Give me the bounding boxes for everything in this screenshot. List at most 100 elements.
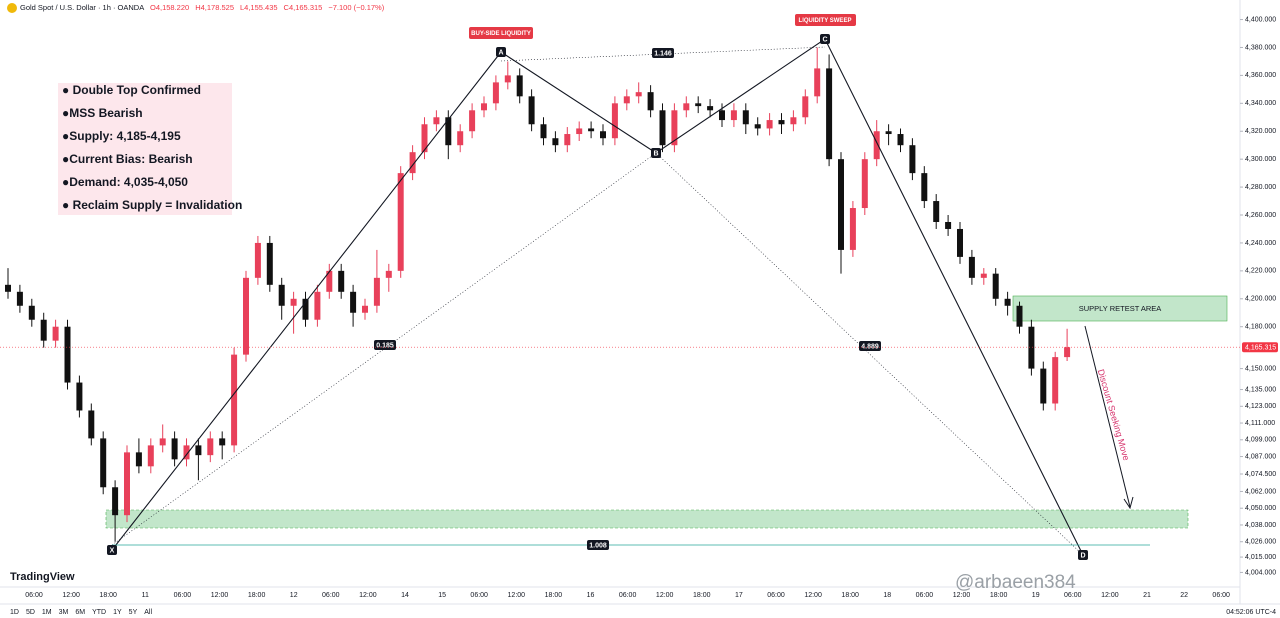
candle-body bbox=[445, 117, 452, 146]
candle-body bbox=[528, 96, 535, 125]
candle-body bbox=[159, 438, 166, 446]
candle-body bbox=[362, 305, 368, 313]
candle-body bbox=[100, 438, 107, 488]
ratio-label: 4.889 bbox=[861, 343, 879, 350]
range-button[interactable]: 6M bbox=[75, 609, 85, 616]
candle-body bbox=[671, 110, 678, 146]
notes-box bbox=[58, 83, 232, 215]
x-tick-label: 18:00 bbox=[99, 592, 117, 599]
tag-label: LIQUIDITY SWEEP bbox=[799, 18, 852, 24]
note-line: ● Double Top Confirmed bbox=[62, 83, 201, 97]
ohlc-value: −7.100 (−0.17%) bbox=[328, 3, 384, 12]
liquidity-tags: BUY-SIDE LIQUIDITY LIQUIDITY SWEEP bbox=[469, 14, 856, 39]
x-tick-label: 06:00 bbox=[767, 592, 785, 599]
candle-body bbox=[516, 75, 523, 97]
x-tick-label: 06:00 bbox=[916, 592, 934, 599]
candle-body bbox=[695, 103, 702, 107]
candle-body bbox=[1040, 368, 1047, 404]
candle-body bbox=[397, 173, 404, 271]
x-tick-label: 12:00 bbox=[804, 592, 822, 599]
candles bbox=[5, 47, 1071, 542]
candle-body bbox=[278, 284, 285, 306]
point-label: A bbox=[498, 49, 503, 56]
candle-body bbox=[195, 445, 202, 456]
point-box bbox=[820, 34, 830, 44]
point-box bbox=[651, 148, 661, 158]
ratio-box bbox=[859, 341, 881, 351]
candle-body bbox=[504, 75, 511, 83]
point-label: B bbox=[653, 150, 658, 157]
range-button[interactable]: All bbox=[144, 609, 152, 616]
ratio-label: 0.185 bbox=[376, 342, 394, 349]
candle-body bbox=[921, 173, 928, 202]
y-tick-label: 4,135.000 bbox=[1245, 386, 1276, 393]
x-tick-label: 12:00 bbox=[211, 592, 229, 599]
x-tick-label: 06:00 bbox=[322, 592, 340, 599]
candle-body bbox=[968, 256, 975, 278]
ratio-labels: 1.146 0.185 4.889 1.008 bbox=[374, 48, 881, 550]
x-tick-label: 06:00 bbox=[174, 592, 192, 599]
candle-body bbox=[88, 410, 95, 439]
y-tick-label: 4,180.000 bbox=[1245, 324, 1276, 331]
point-box bbox=[107, 545, 117, 555]
candle-body bbox=[1052, 357, 1059, 404]
x-tick-label: 12:00 bbox=[953, 592, 971, 599]
x-tick-label: 11 bbox=[142, 592, 149, 599]
candle-body bbox=[1004, 298, 1011, 306]
x-tick-label: 12:00 bbox=[359, 592, 377, 599]
demand-zone bbox=[105, 509, 1189, 529]
candle-body bbox=[373, 277, 380, 306]
candle-body bbox=[945, 221, 952, 229]
candle-body bbox=[730, 110, 737, 121]
candle-body bbox=[588, 128, 595, 132]
x-tick-label: 18 bbox=[883, 592, 891, 599]
candle-body bbox=[933, 201, 940, 222]
x-tick-label: 12 bbox=[290, 592, 298, 599]
x-tick-label: 17 bbox=[735, 592, 743, 599]
candle-body bbox=[766, 120, 773, 129]
candle-body bbox=[683, 103, 690, 111]
x-tick-label: 12:00 bbox=[656, 592, 674, 599]
candle-body bbox=[16, 291, 23, 306]
x-tick-label: 18:00 bbox=[693, 592, 711, 599]
candle-body bbox=[231, 354, 238, 446]
range-button[interactable]: 3M bbox=[59, 609, 69, 616]
candle-body bbox=[338, 270, 345, 292]
candle-body bbox=[492, 82, 499, 104]
candle-body bbox=[243, 277, 249, 355]
pattern-points: X A B C D bbox=[107, 34, 1088, 560]
y-tick-label: 4,074.500 bbox=[1245, 471, 1276, 478]
y-tick-label: 4,004.000 bbox=[1245, 569, 1276, 576]
ratio-label: 1.146 bbox=[654, 50, 672, 57]
arrow-line bbox=[1084, 325, 1131, 508]
range-button[interactable]: 5D bbox=[26, 609, 35, 616]
candle-body bbox=[266, 242, 273, 285]
range-button[interactable]: 1Y bbox=[113, 609, 122, 616]
y-tick-label: 4,320.000 bbox=[1245, 128, 1276, 135]
logo: TradingView bbox=[10, 571, 75, 583]
candle-body bbox=[790, 117, 797, 125]
candle-body bbox=[861, 159, 868, 209]
candle-body bbox=[385, 270, 392, 278]
candle-body bbox=[623, 96, 630, 104]
y-tick-label: 4,150.000 bbox=[1245, 365, 1276, 372]
y-tick-label: 4,400.000 bbox=[1245, 16, 1276, 23]
note-line: ● Reclaim Supply = Invalidation bbox=[62, 198, 242, 212]
x-tick-label: 06:00 bbox=[25, 592, 43, 599]
candle-body bbox=[28, 305, 35, 320]
candle-body bbox=[635, 92, 642, 97]
y-tick-label: 4,111.000 bbox=[1245, 420, 1275, 427]
range-button[interactable]: 1D bbox=[10, 609, 19, 616]
candle-body bbox=[135, 452, 142, 467]
range-button[interactable]: YTD bbox=[92, 609, 106, 616]
range-button[interactable]: 5Y bbox=[129, 609, 138, 616]
note-line: ●MSS Bearish bbox=[62, 106, 143, 120]
note-line: ●Demand: 4,035-4,050 bbox=[62, 175, 188, 189]
last-price-label: 4,165.315 bbox=[1245, 345, 1276, 352]
candle-body bbox=[1016, 305, 1023, 327]
range-button[interactable]: 1M bbox=[42, 609, 52, 616]
candle-body bbox=[1064, 347, 1071, 358]
x-tick-label: 06:00 bbox=[619, 592, 637, 599]
x-tick-label: 18:00 bbox=[841, 592, 859, 599]
